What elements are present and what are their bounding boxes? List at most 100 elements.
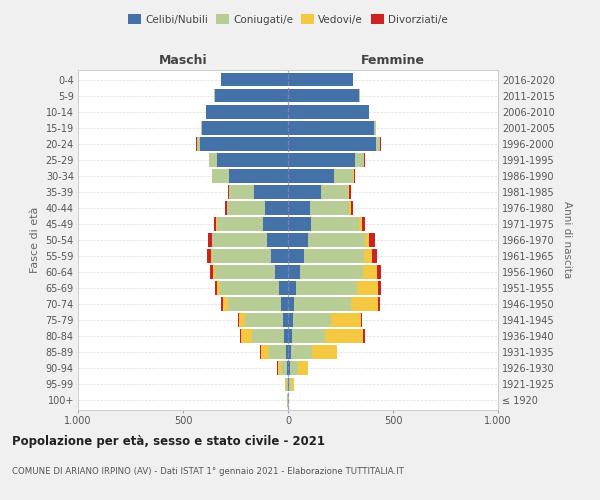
Bar: [281, 362, 287, 375]
Bar: [228, 298, 281, 311]
Bar: [376, 137, 380, 150]
Text: COMUNE DI ARIANO IRPINO (AV) - Dati ISTAT 1° gennaio 2021 - Elaborazione TUTTITA: COMUNE DI ARIANO IRPINO (AV) - Dati ISTA…: [12, 468, 404, 476]
Bar: [295, 298, 351, 311]
Bar: [221, 73, 288, 86]
Bar: [286, 346, 288, 359]
Bar: [293, 314, 331, 327]
Bar: [212, 233, 267, 247]
Bar: [200, 137, 288, 150]
Bar: [288, 233, 308, 247]
Bar: [365, 233, 369, 247]
Bar: [263, 217, 288, 231]
Bar: [215, 89, 288, 102]
Bar: [288, 89, 359, 102]
Bar: [288, 137, 376, 150]
Bar: [290, 346, 311, 359]
Bar: [363, 330, 365, 343]
Bar: [221, 298, 223, 311]
Bar: [207, 249, 211, 263]
Bar: [350, 201, 353, 214]
Bar: [288, 282, 296, 295]
Bar: [288, 249, 304, 263]
Bar: [358, 282, 379, 295]
Bar: [349, 185, 350, 198]
Bar: [310, 201, 349, 214]
Bar: [288, 169, 334, 182]
Bar: [267, 233, 288, 247]
Bar: [290, 362, 298, 375]
Bar: [369, 105, 370, 118]
Bar: [288, 378, 289, 391]
Y-axis label: Anni di nascita: Anni di nascita: [562, 202, 572, 278]
Bar: [288, 362, 290, 375]
Bar: [261, 346, 269, 359]
Bar: [212, 169, 229, 182]
Text: Femmine: Femmine: [361, 54, 425, 66]
Bar: [215, 282, 217, 295]
Y-axis label: Fasce di età: Fasce di età: [30, 207, 40, 273]
Bar: [240, 330, 241, 343]
Bar: [254, 185, 288, 198]
Bar: [288, 201, 310, 214]
Bar: [372, 249, 377, 263]
Bar: [320, 185, 348, 198]
Bar: [349, 201, 350, 214]
Bar: [212, 249, 271, 263]
Bar: [214, 217, 216, 231]
Bar: [298, 362, 308, 375]
Bar: [288, 266, 299, 279]
Bar: [291, 378, 294, 391]
Bar: [206, 105, 288, 118]
Bar: [278, 282, 288, 295]
Bar: [238, 314, 239, 327]
Bar: [287, 362, 288, 375]
Bar: [228, 185, 229, 198]
Bar: [281, 298, 288, 311]
Bar: [288, 330, 292, 343]
Bar: [288, 121, 374, 134]
Bar: [348, 185, 349, 198]
Bar: [374, 121, 376, 134]
Bar: [334, 169, 353, 182]
Bar: [265, 201, 288, 214]
Bar: [217, 217, 263, 231]
Bar: [229, 185, 254, 198]
Bar: [299, 266, 362, 279]
Bar: [353, 169, 354, 182]
Bar: [208, 233, 212, 247]
Bar: [215, 266, 275, 279]
Bar: [277, 362, 281, 375]
Bar: [217, 153, 288, 166]
Bar: [362, 217, 365, 231]
Bar: [308, 233, 365, 247]
Bar: [288, 314, 293, 327]
Bar: [197, 137, 200, 150]
Bar: [379, 282, 381, 295]
Bar: [311, 346, 337, 359]
Bar: [217, 282, 220, 295]
Bar: [275, 266, 288, 279]
Bar: [361, 314, 362, 327]
Bar: [213, 266, 215, 279]
Bar: [379, 298, 380, 311]
Bar: [288, 105, 369, 118]
Bar: [285, 378, 286, 391]
Bar: [288, 346, 290, 359]
Bar: [354, 169, 355, 182]
Bar: [201, 121, 202, 134]
Bar: [245, 314, 283, 327]
Legend: Celibi/Nubili, Coniugati/e, Vedovi/e, Divorziati/e: Celibi/Nubili, Coniugati/e, Vedovi/e, Di…: [124, 10, 452, 29]
Bar: [283, 314, 288, 327]
Bar: [311, 217, 359, 231]
Bar: [286, 378, 287, 391]
Bar: [209, 153, 217, 166]
Bar: [241, 330, 253, 343]
Bar: [225, 201, 227, 214]
Bar: [209, 266, 213, 279]
Bar: [288, 73, 353, 86]
Text: Maschi: Maschi: [158, 54, 208, 66]
Bar: [362, 266, 377, 279]
Bar: [292, 330, 325, 343]
Bar: [202, 121, 288, 134]
Bar: [369, 233, 375, 247]
